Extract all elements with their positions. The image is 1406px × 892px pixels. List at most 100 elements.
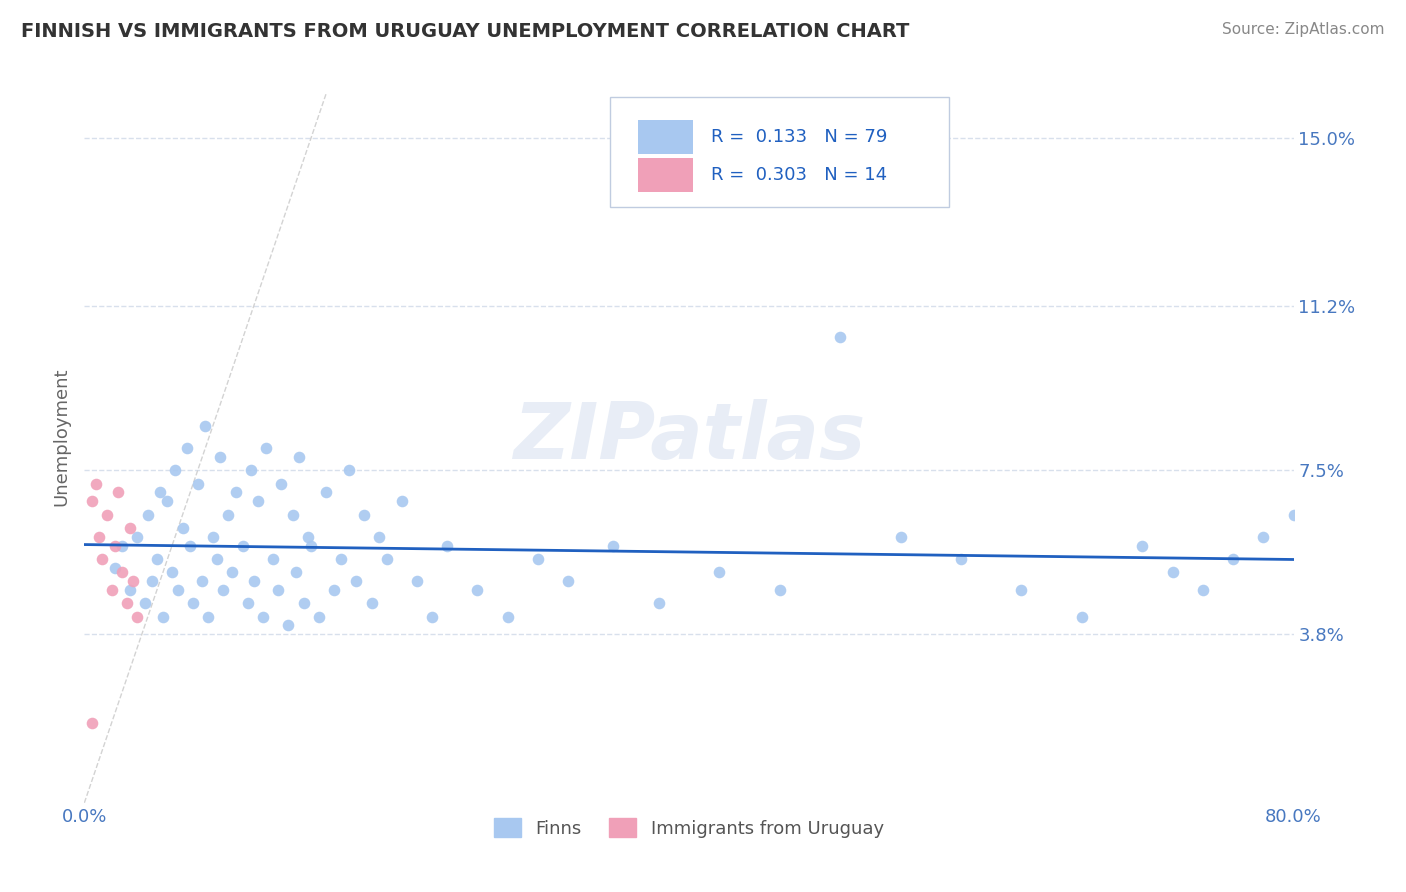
Point bbox=[191, 574, 214, 589]
Point bbox=[391, 494, 413, 508]
Point bbox=[1282, 508, 1305, 522]
Text: R =  0.303   N = 14: R = 0.303 N = 14 bbox=[710, 166, 887, 184]
Point bbox=[225, 485, 247, 500]
Point bbox=[111, 566, 134, 580]
Point bbox=[194, 419, 217, 434]
Point bbox=[467, 582, 489, 597]
Point bbox=[121, 574, 143, 589]
Point bbox=[197, 609, 219, 624]
Point bbox=[96, 508, 118, 522]
Point bbox=[315, 485, 337, 500]
Point bbox=[107, 485, 129, 500]
Point bbox=[127, 609, 149, 624]
Point bbox=[242, 574, 264, 589]
Point bbox=[288, 450, 311, 464]
Point bbox=[187, 476, 209, 491]
Text: ZIPatlas: ZIPatlas bbox=[513, 399, 865, 475]
Point bbox=[602, 539, 624, 553]
Point bbox=[118, 582, 141, 597]
Point bbox=[1011, 582, 1033, 597]
Point bbox=[709, 566, 731, 580]
Point bbox=[100, 582, 122, 597]
Point bbox=[167, 582, 190, 597]
Point bbox=[890, 530, 912, 544]
Point bbox=[86, 476, 108, 491]
Point bbox=[152, 609, 174, 624]
Point bbox=[232, 539, 254, 553]
Point bbox=[252, 609, 274, 624]
Point bbox=[127, 530, 149, 544]
Point bbox=[360, 596, 382, 610]
Point bbox=[375, 552, 398, 566]
Point bbox=[91, 552, 114, 566]
Point bbox=[239, 463, 262, 477]
Point bbox=[156, 494, 179, 508]
Point bbox=[115, 596, 138, 610]
Point bbox=[236, 596, 259, 610]
Bar bbox=[638, 158, 693, 192]
Point bbox=[436, 539, 458, 553]
Text: FINNISH VS IMMIGRANTS FROM URUGUAY UNEMPLOYMENT CORRELATION CHART: FINNISH VS IMMIGRANTS FROM URUGUAY UNEMP… bbox=[21, 22, 910, 41]
Point bbox=[104, 539, 127, 553]
Point bbox=[134, 596, 156, 610]
Text: Source: ZipAtlas.com: Source: ZipAtlas.com bbox=[1222, 22, 1385, 37]
Point bbox=[267, 582, 290, 597]
Point bbox=[176, 441, 198, 455]
Point bbox=[527, 552, 550, 566]
Point bbox=[769, 582, 792, 597]
Point bbox=[330, 552, 353, 566]
Point bbox=[277, 618, 299, 632]
Text: R =  0.133   N = 79: R = 0.133 N = 79 bbox=[710, 128, 887, 146]
Bar bbox=[638, 120, 693, 154]
FancyBboxPatch shape bbox=[610, 97, 949, 207]
Point bbox=[160, 566, 183, 580]
Point bbox=[141, 574, 163, 589]
Point bbox=[830, 330, 852, 344]
Point bbox=[207, 552, 229, 566]
Point bbox=[406, 574, 429, 589]
Point bbox=[247, 494, 270, 508]
Point bbox=[346, 574, 368, 589]
Point bbox=[297, 530, 319, 544]
Point bbox=[270, 476, 292, 491]
Point bbox=[308, 609, 330, 624]
Point bbox=[254, 441, 277, 455]
Point bbox=[1253, 530, 1275, 544]
Point bbox=[285, 566, 308, 580]
Point bbox=[179, 539, 201, 553]
Point bbox=[496, 609, 519, 624]
Point bbox=[165, 463, 187, 477]
Point bbox=[337, 463, 360, 477]
Point bbox=[111, 539, 134, 553]
Point bbox=[368, 530, 391, 544]
Point bbox=[212, 582, 235, 597]
Point bbox=[1071, 609, 1094, 624]
Point bbox=[281, 508, 304, 522]
Point bbox=[1161, 566, 1184, 580]
Point bbox=[118, 521, 141, 535]
Point bbox=[1222, 552, 1244, 566]
Point bbox=[353, 508, 375, 522]
Point bbox=[201, 530, 224, 544]
Point bbox=[322, 582, 344, 597]
Point bbox=[149, 485, 172, 500]
Point bbox=[1192, 582, 1215, 597]
Point bbox=[292, 596, 315, 610]
Point bbox=[172, 521, 194, 535]
Point bbox=[299, 539, 322, 553]
Point bbox=[648, 596, 671, 610]
Point bbox=[557, 574, 579, 589]
Point bbox=[221, 566, 243, 580]
Point bbox=[217, 508, 239, 522]
Point bbox=[104, 561, 127, 575]
Point bbox=[146, 552, 169, 566]
Legend: Finns, Immigrants from Uruguay: Finns, Immigrants from Uruguay bbox=[486, 811, 891, 845]
Point bbox=[181, 596, 204, 610]
Point bbox=[80, 716, 103, 731]
Point bbox=[262, 552, 284, 566]
Point bbox=[80, 494, 103, 508]
Point bbox=[1130, 539, 1153, 553]
Point bbox=[420, 609, 443, 624]
Point bbox=[209, 450, 232, 464]
Y-axis label: Unemployment: Unemployment bbox=[52, 368, 70, 507]
